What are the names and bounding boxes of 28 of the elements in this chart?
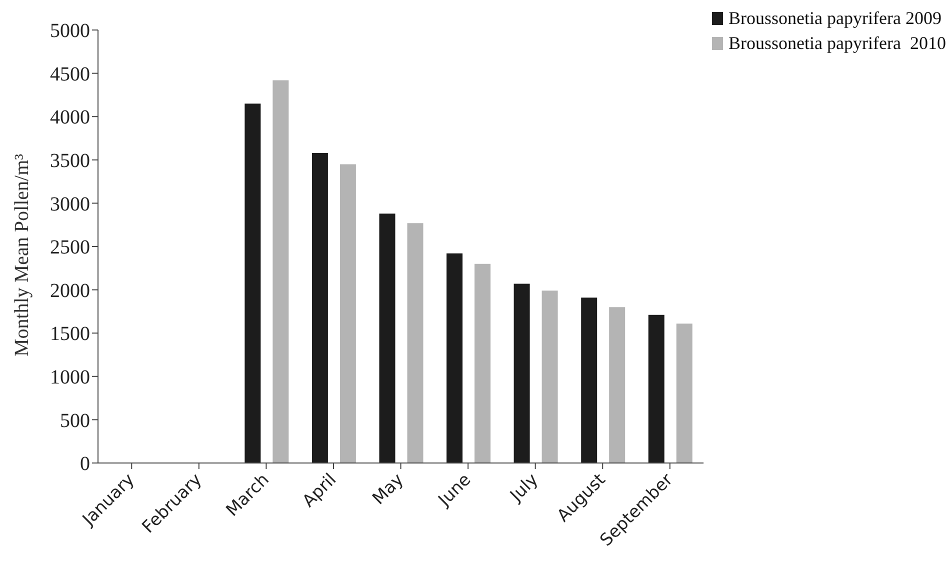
bar bbox=[244, 104, 261, 463]
legend-label: Broussonetia papyrifera 2010 bbox=[728, 33, 946, 54]
bar bbox=[379, 214, 396, 463]
bar bbox=[648, 314, 664, 463]
y-axis-title: Monthly Mean Pollen/m³ bbox=[11, 154, 34, 356]
y-tick-label: 3000 bbox=[50, 193, 90, 216]
legend-label: Broussonetia papyrifera 2009 bbox=[728, 8, 942, 29]
y-tick-label: 5000 bbox=[50, 20, 90, 42]
bar bbox=[446, 253, 463, 463]
y-tick-label: 500 bbox=[60, 410, 90, 432]
bar bbox=[514, 284, 530, 463]
y-tick-label: 2000 bbox=[50, 280, 90, 302]
bar bbox=[581, 298, 598, 463]
y-tick-label: 1000 bbox=[50, 366, 90, 388]
y-tick-label: 0 bbox=[80, 453, 90, 476]
bar bbox=[340, 164, 356, 463]
bar bbox=[312, 152, 328, 463]
bar bbox=[676, 324, 692, 463]
bar bbox=[542, 290, 558, 463]
y-tick-label: 1500 bbox=[50, 323, 90, 346]
y-tick-label: 3500 bbox=[50, 150, 90, 172]
bar bbox=[272, 80, 289, 463]
bar bbox=[407, 223, 424, 463]
y-tick-label: 4000 bbox=[50, 106, 90, 129]
y-tick-label: 4500 bbox=[50, 63, 90, 86]
bar bbox=[474, 264, 491, 463]
bar bbox=[609, 307, 626, 463]
y-tick-label: 2500 bbox=[50, 236, 90, 259]
